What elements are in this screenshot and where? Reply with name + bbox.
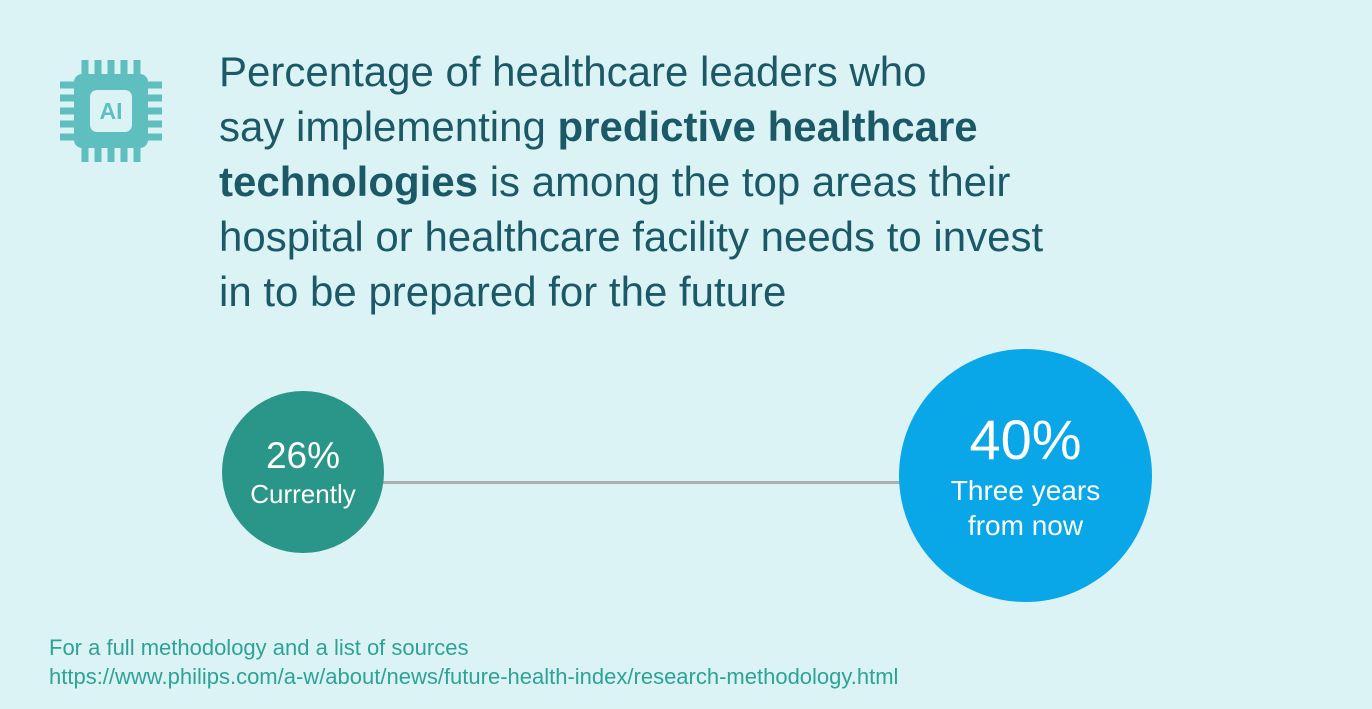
ai-chip-icon: AI <box>55 55 167 167</box>
title-line-1: Percentage of healthcare leaders who <box>219 48 927 95</box>
page-title: Percentage of healthcare leaders who say… <box>219 44 1269 319</box>
footer-methodology-text: For a full methodology and a list of sou… <box>49 635 469 660</box>
bubble-currently-value: 26% <box>265 435 341 477</box>
title-line-3-normal: is among the top areas their <box>478 158 1011 205</box>
title-line-2-bold: predictive healthcare <box>557 103 978 150</box>
bubble-currently: 26% Currently <box>222 391 384 553</box>
bubble-three-years: 40% Three years from now <box>899 349 1152 602</box>
footer: For a full methodology and a list of sou… <box>49 633 898 691</box>
title-line-4: hospital or healthcare facility needs to… <box>219 213 1044 260</box>
bubble-three-years-value: 40% <box>969 408 1082 472</box>
ai-chip-icon-svg: AI <box>60 60 162 162</box>
bubble-three-years-label-line1: Three years <box>950 474 1101 506</box>
title-line-3-bold: technologies <box>219 158 479 205</box>
title-line-2-normal: say implementing <box>219 103 558 150</box>
bubble-three-years-label-line2: from now <box>967 509 1084 541</box>
connector-line <box>303 481 1025 484</box>
footer-methodology-url: https://www.philips.com/a-w/about/news/f… <box>49 664 899 689</box>
title-line-5: in to be prepared for the future <box>219 268 787 315</box>
ai-chip-label: AI <box>100 98 123 124</box>
bubble-currently-label: Currently <box>250 478 356 509</box>
